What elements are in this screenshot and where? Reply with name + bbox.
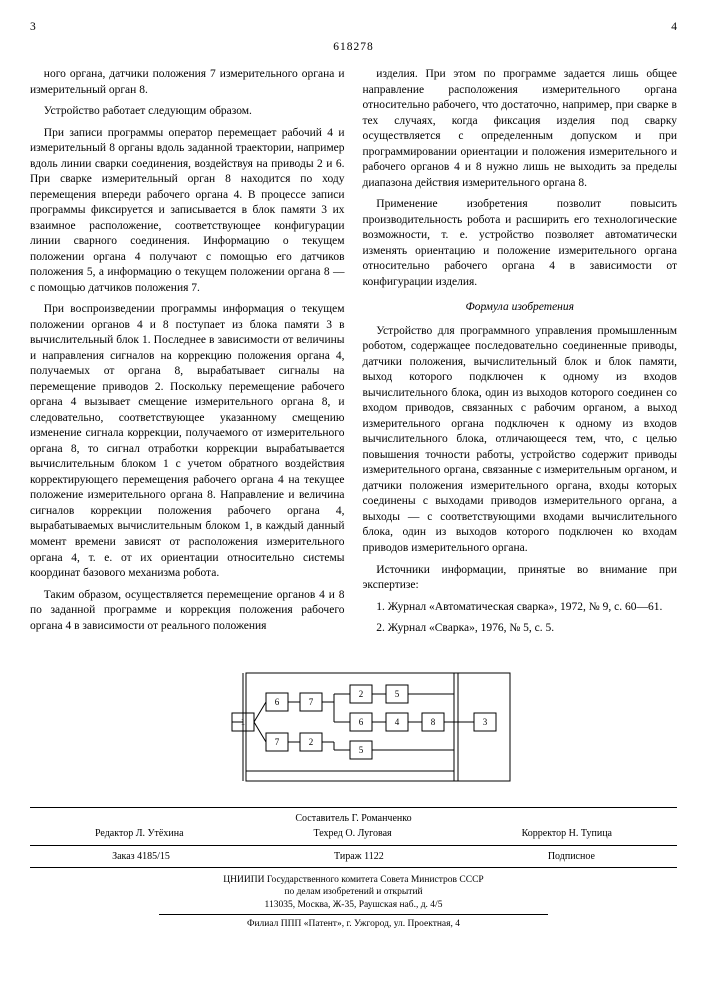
para: Таким образом, осуществляется перемещени… bbox=[30, 588, 345, 635]
para: Устройство работает следующим образом. bbox=[30, 104, 345, 120]
document-number: 618278 bbox=[30, 40, 677, 56]
para: 1. Журнал «Автоматическая сварка», 1972,… bbox=[363, 600, 678, 616]
svg-text:4: 4 bbox=[394, 717, 399, 727]
tiraz: Тираж 1122 bbox=[334, 850, 384, 864]
footer-line: 113035, Москва, Ж-35, Раушская наб., д. … bbox=[30, 899, 677, 911]
svg-text:6: 6 bbox=[358, 717, 363, 727]
footer-line: по делам изобретений и открытий bbox=[30, 886, 677, 898]
svg-text:1: 1 bbox=[240, 717, 245, 727]
credits-block: Составитель Г. Романченко Редактор Л. Ут… bbox=[30, 807, 677, 869]
corrector: Корректор Н. Тупица bbox=[522, 827, 612, 841]
footer-block: ЦНИИПИ Государственного комитета Совета … bbox=[30, 874, 677, 930]
para: 2. Журнал «Сварка», 1976, № 5, с. 5. bbox=[363, 621, 678, 637]
svg-text:3: 3 bbox=[482, 717, 487, 727]
left-column: ного органа, датчики положения 7 измерит… bbox=[30, 67, 345, 643]
formula-heading: Формула изобретения bbox=[363, 300, 678, 316]
page-num-left: 3 bbox=[30, 20, 36, 36]
compiler: Составитель Г. Романченко bbox=[295, 812, 411, 826]
order-number: Заказ 4185/15 bbox=[112, 850, 170, 864]
svg-text:5: 5 bbox=[358, 745, 363, 755]
para: ного органа, датчики положения 7 измерит… bbox=[30, 67, 345, 98]
footer-line: ЦНИИПИ Государственного комитета Совета … bbox=[30, 874, 677, 886]
text-columns: ного органа, датчики положения 7 измерит… bbox=[30, 67, 677, 643]
para: Применение изобретения позволит повысить… bbox=[363, 197, 678, 290]
para: При записи программы оператор перемещает… bbox=[30, 126, 345, 297]
svg-text:7: 7 bbox=[308, 697, 313, 707]
para: Источники информации, принятые во вниман… bbox=[363, 563, 678, 594]
svg-text:6: 6 bbox=[274, 697, 279, 707]
subscription: Подписное bbox=[548, 850, 595, 864]
svg-text:2: 2 bbox=[308, 737, 313, 747]
svg-text:7: 7 bbox=[274, 737, 279, 747]
tech-editor: Техред О. Луговая bbox=[313, 827, 391, 841]
right-column: изделия. При этом по программе задается … bbox=[363, 67, 678, 643]
para: изделия. При этом по программе задается … bbox=[363, 67, 678, 191]
svg-text:8: 8 bbox=[430, 717, 435, 727]
block-diagram: 1 6 7 7 2 2 5 6 5 4 8 3 bbox=[194, 663, 514, 793]
para: Устройство для программного управления п… bbox=[363, 324, 678, 557]
svg-text:2: 2 bbox=[358, 689, 363, 699]
svg-text:5: 5 bbox=[394, 689, 399, 699]
page-num-right: 4 bbox=[671, 20, 677, 36]
footer-line: Филиал ППП «Патент», г. Ужгород, ул. Про… bbox=[30, 918, 677, 930]
para: При воспроизведении программы информация… bbox=[30, 302, 345, 581]
editor: Редактор Л. Утёхина bbox=[95, 827, 184, 841]
